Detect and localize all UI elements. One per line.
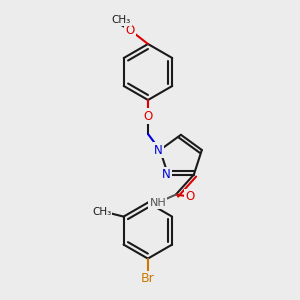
Text: O: O bbox=[125, 23, 135, 37]
Text: O: O bbox=[185, 190, 194, 203]
Text: O: O bbox=[143, 110, 153, 122]
Text: Br: Br bbox=[141, 272, 155, 285]
Text: CH₃: CH₃ bbox=[111, 15, 130, 25]
Text: CH₃: CH₃ bbox=[92, 207, 111, 217]
Text: N: N bbox=[154, 143, 162, 157]
Text: NH: NH bbox=[149, 198, 166, 208]
Text: N: N bbox=[162, 168, 170, 181]
